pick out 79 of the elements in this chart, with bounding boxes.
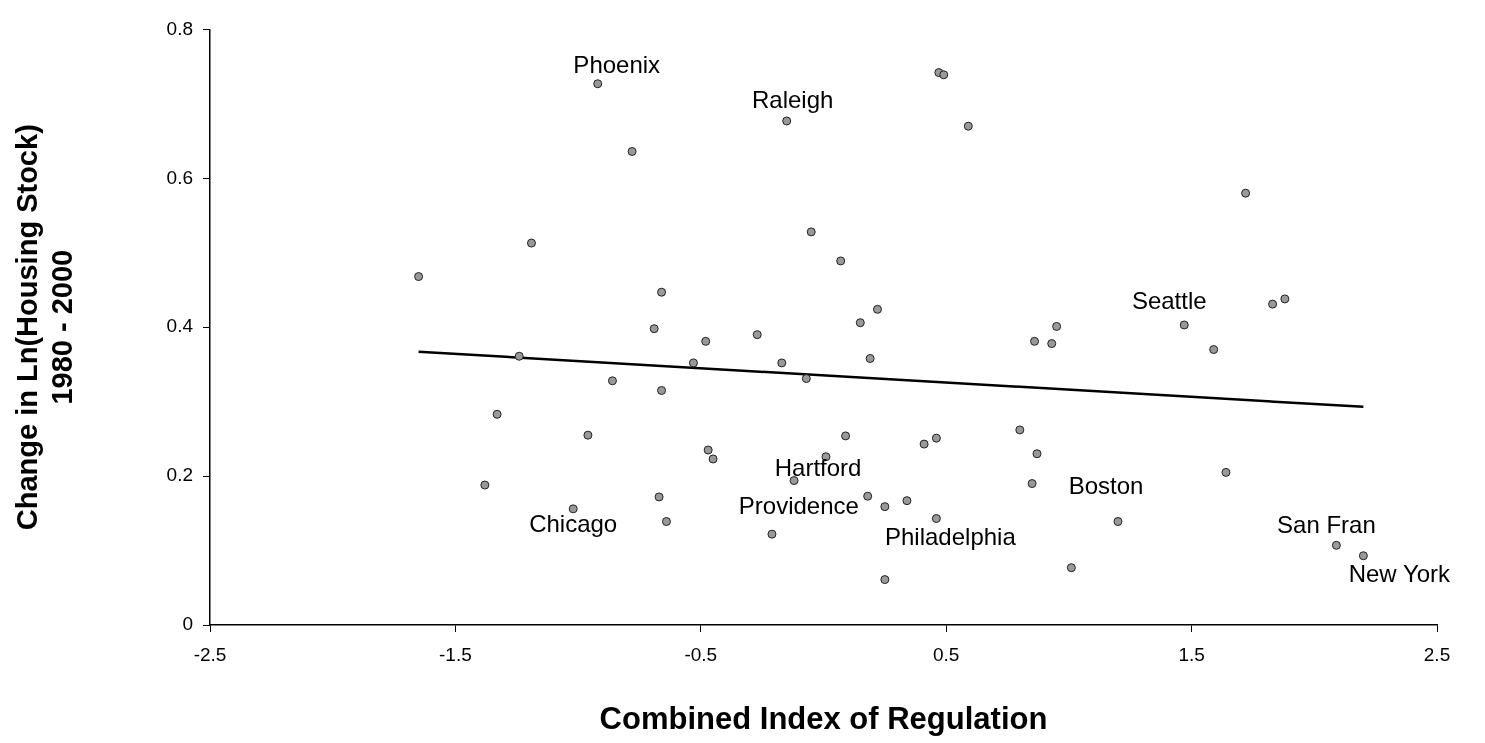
point: [931, 433, 941, 443]
y-axis-title: Change in Ln(Housing Stock) 1980 - 2000: [11, 124, 79, 531]
x-tick-label: 0.5: [932, 643, 960, 665]
x-tick-label: -2.5: [193, 643, 227, 665]
point: [708, 454, 718, 464]
point: [855, 318, 865, 328]
point: [703, 445, 713, 455]
point: [841, 431, 851, 441]
point: [1241, 188, 1251, 198]
point: [963, 121, 973, 131]
annotation: New York: [1348, 560, 1452, 588]
point: [657, 287, 667, 297]
point: [782, 116, 792, 126]
point: [1280, 294, 1290, 304]
point: [1221, 467, 1231, 477]
point: [1209, 345, 1219, 355]
point: [593, 79, 603, 89]
point: [752, 330, 762, 340]
point: [1113, 517, 1123, 527]
point: [777, 358, 787, 368]
point: [1030, 336, 1040, 346]
point: [872, 304, 882, 314]
annotation: Philadelphia: [884, 523, 1017, 551]
y-tick-label: 0: [182, 613, 193, 635]
point: [865, 353, 875, 363]
point: [688, 358, 698, 368]
annotation: Seattle: [1131, 286, 1207, 314]
annotation: Boston: [1068, 472, 1144, 500]
x-tick-label: -1.5: [439, 643, 472, 665]
point: [806, 227, 816, 237]
point: [492, 409, 502, 419]
point: [1052, 321, 1062, 331]
annotation: San Fran: [1277, 510, 1376, 538]
point: [607, 376, 617, 386]
point: [880, 502, 890, 512]
x-tick-label: -0.5: [684, 643, 718, 665]
annotation: Chicago: [529, 510, 618, 538]
point: [583, 430, 593, 440]
point: [657, 385, 667, 395]
point: [701, 336, 711, 346]
x-tick-label: 2.5: [1423, 643, 1451, 665]
annotation: Raleigh: [751, 85, 834, 113]
point: [902, 496, 912, 506]
y-tick-label: 0.8: [166, 17, 193, 39]
y-tick-label: 0.6: [166, 166, 193, 188]
point: [514, 351, 524, 361]
annotation: Hartford: [774, 454, 862, 482]
point: [767, 529, 777, 539]
point: [1179, 320, 1189, 330]
point: [526, 238, 536, 248]
annotation: Phoenix: [573, 51, 661, 79]
point: [801, 374, 811, 384]
annotation: Providence: [738, 492, 859, 520]
x-tick-label: 1.5: [1178, 643, 1205, 665]
point: [480, 480, 490, 490]
point: [1331, 540, 1341, 550]
x-axis-title: Combined Index of Regulation: [599, 700, 1048, 736]
point: [1015, 425, 1025, 435]
point: [1358, 551, 1368, 561]
point: [1268, 299, 1278, 309]
point: [661, 517, 671, 527]
point: [836, 256, 846, 266]
point: [568, 504, 578, 514]
point: [654, 492, 664, 502]
y-tick-label: 0.4: [166, 315, 194, 337]
point: [1066, 563, 1076, 573]
point: [414, 272, 424, 282]
y-tick-label: 0.2: [166, 464, 193, 486]
point: [1032, 449, 1042, 459]
point: [627, 147, 637, 156]
point: [939, 70, 949, 80]
point: [1047, 339, 1057, 349]
point: [789, 476, 799, 486]
point: [919, 439, 929, 449]
point: [931, 514, 941, 524]
point: [1027, 479, 1037, 489]
point: [649, 324, 659, 334]
point: [863, 491, 873, 501]
point: [880, 575, 890, 585]
